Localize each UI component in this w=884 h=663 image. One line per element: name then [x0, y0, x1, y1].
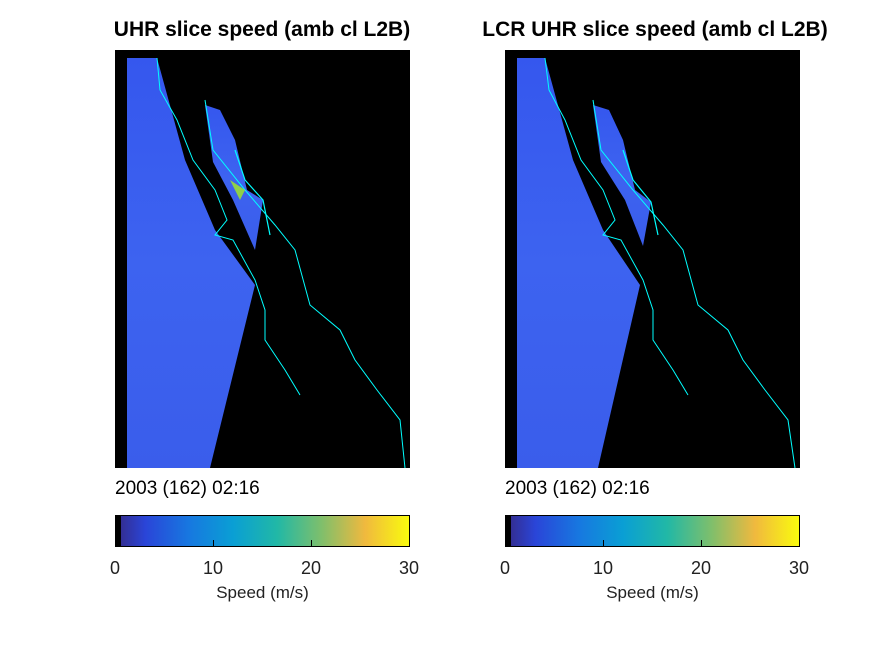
tick-label: 30 [788, 558, 810, 578]
coastline-mainland [592, 99, 796, 468]
colorbar-ticks: 0 10 20 30 [110, 540, 419, 578]
colorbar-label: Speed (m/s) [606, 583, 699, 602]
gulf-region [205, 105, 263, 250]
tick-label: 20 [690, 558, 712, 578]
coastline-baja [156, 57, 301, 396]
ocean-swath [127, 58, 255, 468]
tick-label: 10 [592, 558, 614, 578]
colorbar-ticks: 0 10 20 30 [500, 540, 809, 578]
panel-title: LCR UHR slice speed (amb cl L2B) [482, 18, 828, 41]
ocean-swath [517, 58, 640, 468]
panel-title: UHR slice speed (amb cl L2B) [113, 18, 411, 41]
coastline-gulf [622, 149, 659, 236]
timestamp: 2003 (162) 02:16 [115, 478, 260, 499]
colorbar [505, 515, 800, 547]
tick-label: 0 [499, 558, 511, 578]
speed-map [505, 50, 800, 468]
coastline-gulf [234, 149, 271, 236]
tick-label: 10 [202, 558, 224, 578]
wind-highlight [230, 180, 245, 200]
speed-map [115, 50, 410, 468]
tick-label: 30 [398, 558, 420, 578]
tick-label: 20 [300, 558, 322, 578]
timestamp: 2003 (162) 02:16 [505, 478, 650, 499]
colorbar-label: Speed (m/s) [216, 583, 309, 602]
coastline-mainland [204, 99, 406, 468]
coastline-baja [544, 57, 689, 396]
tick-label: 0 [109, 558, 121, 578]
colorbar [115, 515, 410, 547]
